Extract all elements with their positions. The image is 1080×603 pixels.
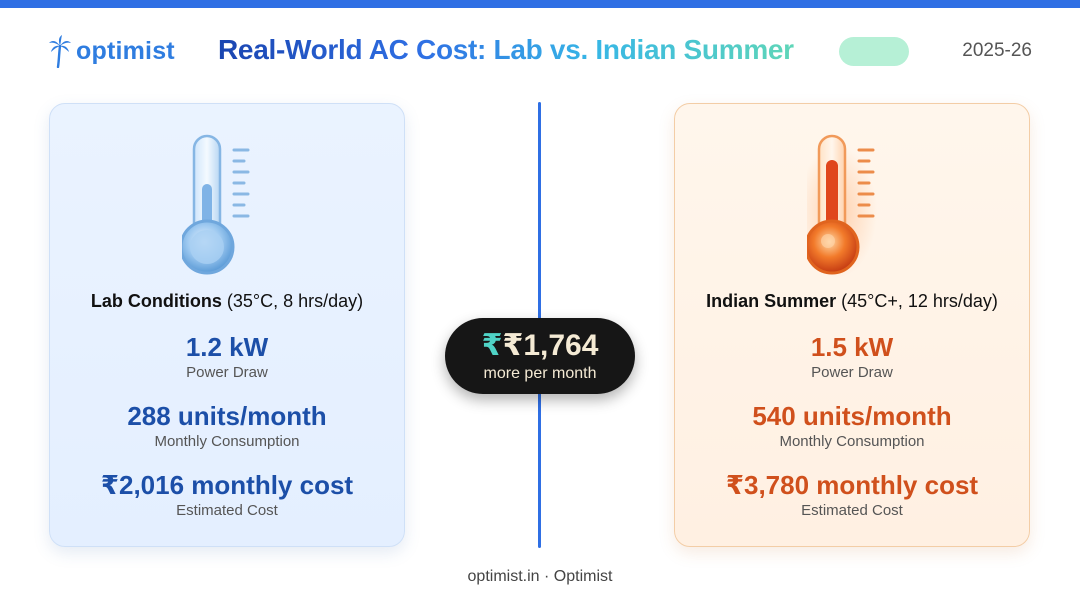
title-decoration-pill (839, 37, 909, 66)
lab-power-metric: 1.2 kW Power Draw (50, 332, 404, 381)
summer-consumption-label: Monthly Consumption (779, 433, 925, 450)
difference-badge: ₹₹1,764 more per month (445, 318, 635, 394)
summer-cost-metric: ₹3,780 monthly cost Estimated Cost (675, 470, 1029, 519)
page-title: Real-World AC Cost: Lab vs. Indian Summe… (218, 34, 794, 65)
lab-consumption-value: 288 units/month (127, 401, 327, 431)
footer-credit: optimist.in · Optimist (467, 568, 613, 585)
difference-value: ₹₹1,764 (481, 329, 599, 362)
summer-power-value: 1.5 kW (810, 332, 894, 362)
thermometer-hot-icon (807, 134, 877, 278)
lab-consumption-metric: 288 units/month Monthly Consumption (50, 401, 404, 450)
lab-power-value: 1.2 kW (185, 332, 269, 362)
year-label: 2025-26 (962, 40, 1032, 61)
summer-power-metric: 1.5 kW Power Draw (675, 332, 1029, 381)
rupee-icon: ₹ (481, 329, 503, 362)
indian-summer-card: Indian Summer (45°C+, 12 hrs/day) 1.5 kW… (674, 103, 1030, 547)
top-accent-bar (0, 0, 1080, 8)
palm-tree-icon (49, 35, 71, 68)
summer-consumption-value: 540 units/month (752, 401, 952, 431)
lab-power-label: Power Draw (186, 364, 268, 381)
summer-cost-value: ₹3,780 monthly cost (725, 470, 979, 500)
summer-consumption-metric: 540 units/month Monthly Consumption (675, 401, 1029, 450)
lab-conditions-card: Lab Conditions (35°C, 8 hrs/day) 1.2 kW … (49, 103, 405, 547)
lab-cost-metric: ₹2,016 monthly cost Estimated Cost (50, 470, 404, 519)
summer-power-label: Power Draw (811, 364, 893, 381)
brand-logo[interactable]: optimist (48, 34, 175, 68)
lab-consumption-label: Monthly Consumption (154, 433, 300, 450)
summer-condition-text: Indian Summer (45°C+, 12 hrs/day) (706, 291, 998, 311)
lab-cost-label: Estimated Cost (176, 502, 278, 519)
difference-label: more per month (483, 365, 597, 382)
lab-condition-text: Lab Conditions (35°C, 8 hrs/day) (90, 291, 364, 311)
lab-cost-value: ₹2,016 monthly cost (100, 470, 354, 500)
thermometer-cool-icon (182, 134, 250, 275)
brand-name: optimist (76, 36, 175, 65)
summer-cost-label: Estimated Cost (801, 502, 903, 519)
